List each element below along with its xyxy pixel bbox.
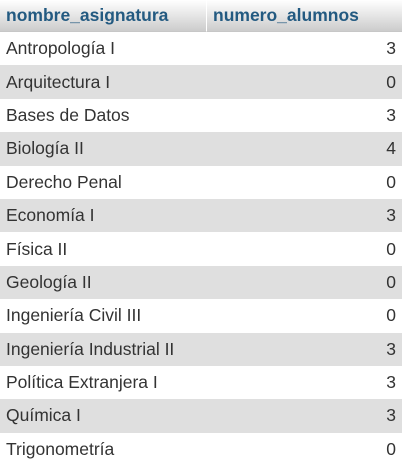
table-row[interactable]: Ingeniería Industrial II 3 [0,332,402,366]
cell-numero-alumnos: 0 [207,299,402,333]
header-row: nombre_asignatura numero_alumnos [0,0,402,32]
cell-numero-alumnos: 3 [207,198,402,233]
table-row[interactable]: Química I 3 [0,399,402,433]
cell-numero-alumnos: 3 [207,365,402,400]
table-row[interactable]: Geología II 0 [0,265,402,300]
table-row[interactable]: Física II 0 [0,232,402,266]
cell-nombre-asignatura: Arquitectura I [0,65,207,99]
cell-numero-alumnos: 3 [207,32,402,66]
cell-nombre-asignatura: Química I [0,399,207,433]
column-header-nombre-asignatura[interactable]: nombre_asignatura [0,0,207,32]
cell-nombre-asignatura: Economía I [0,198,207,233]
cell-numero-alumnos: 3 [207,98,402,133]
cell-numero-alumnos: 4 [207,132,402,166]
table-row[interactable]: Bases de Datos 3 [0,98,402,133]
cell-nombre-asignatura: Ingeniería Industrial II [0,332,207,366]
cell-numero-alumnos: 3 [207,399,402,433]
cell-nombre-asignatura: Ingeniería Civil III [0,299,207,333]
cell-nombre-asignatura: Política Extranjera I [0,365,207,400]
table-row[interactable]: Trigonometría 0 [0,432,402,467]
cell-numero-alumnos: 3 [207,332,402,366]
table-row[interactable]: Arquitectura I 0 [0,65,402,99]
cell-nombre-asignatura: Biología II [0,132,207,166]
cell-numero-alumnos: 0 [207,232,402,266]
table-row[interactable]: Ingeniería Civil III 0 [0,299,402,333]
table-row[interactable]: Biología II 4 [0,132,402,166]
table-row[interactable]: Antropología I 3 [0,32,402,66]
table-body: Antropología I 3 Arquitectura I 0 Bases … [0,32,402,467]
cell-nombre-asignatura: Geología II [0,265,207,300]
cell-nombre-asignatura: Bases de Datos [0,98,207,133]
cell-numero-alumnos: 0 [207,432,402,467]
cell-numero-alumnos: 0 [207,165,402,199]
cell-nombre-asignatura: Derecho Penal [0,165,207,199]
table-row[interactable]: Economía I 3 [0,198,402,233]
cell-nombre-asignatura: Trigonometría [0,432,207,467]
cell-nombre-asignatura: Antropología I [0,32,207,66]
table-row[interactable]: Derecho Penal 0 [0,165,402,199]
cell-nombre-asignatura: Física II [0,232,207,266]
table-header: nombre_asignatura numero_alumnos [0,0,402,32]
table-row[interactable]: Política Extranjera I 3 [0,365,402,400]
cell-numero-alumnos: 0 [207,65,402,99]
cell-numero-alumnos: 0 [207,265,402,300]
column-header-numero-alumnos[interactable]: numero_alumnos [207,0,402,32]
